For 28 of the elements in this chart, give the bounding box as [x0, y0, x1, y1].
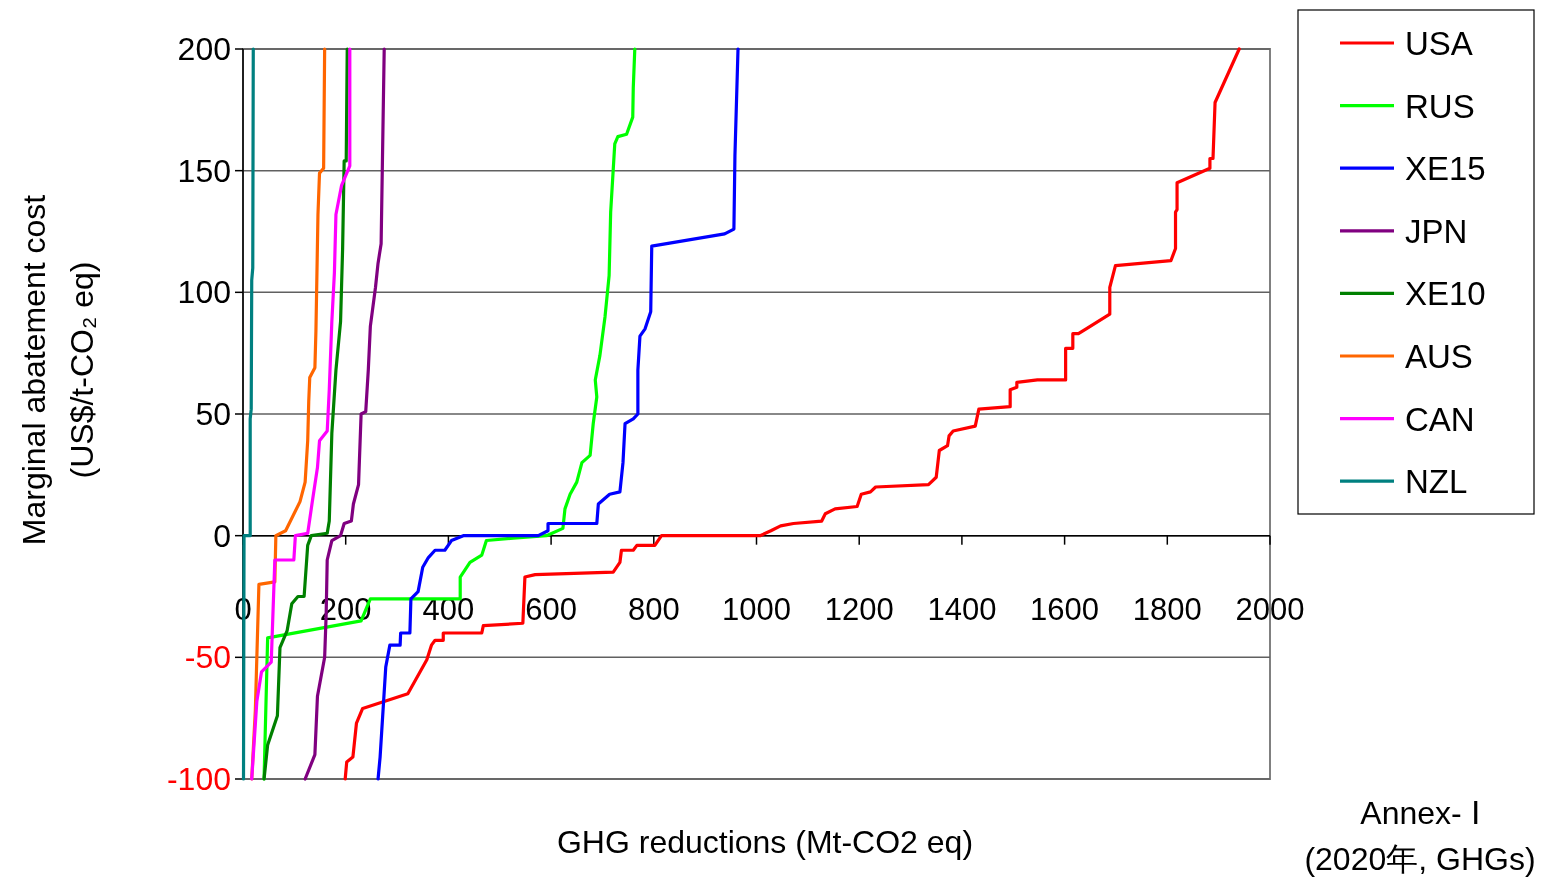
y-tick-label: 200 — [177, 31, 231, 67]
y-tick-label: 100 — [177, 274, 231, 311]
x-tick-label: 1400 — [927, 591, 997, 627]
text: (2020年, GHGs) — [1304, 841, 1536, 877]
legend-label: RUS — [1405, 87, 1475, 125]
y-axis-title: Marginal abatement cost (US$/t-CO₂ eq) — [16, 194, 100, 546]
legend-label: JPN — [1405, 212, 1468, 250]
y-tick-label: 50 — [195, 396, 231, 432]
x-tick-label: 2000 — [1235, 591, 1305, 627]
x-axis-title: GHG reductions (Mt-CO2 eq) — [556, 824, 974, 860]
line-series — [303, 47, 386, 781]
text: Annex- Ⅰ — [1360, 795, 1480, 831]
legend-label: XE15 — [1405, 150, 1486, 188]
legend-label: USA — [1405, 25, 1473, 62]
x-tick-label: 1000 — [722, 591, 791, 627]
legend-label: NZL — [1405, 463, 1468, 501]
y-tick-label: 0 — [213, 517, 231, 554]
x-tick-label: 800 — [627, 591, 680, 627]
legend-label: AUS — [1405, 338, 1473, 375]
x-tick-label: 600 — [525, 591, 577, 627]
x-tick-label: 1800 — [1132, 591, 1202, 627]
x-tick-label: 1600 — [1030, 591, 1100, 627]
legend-label: CAN — [1405, 400, 1475, 438]
y-tick-label: -100 — [166, 761, 231, 797]
y-tick-label: -50 — [184, 639, 231, 676]
legend-label: XE10 — [1405, 275, 1486, 313]
y-tick-label: 150 — [177, 152, 231, 189]
x-tick-label: 1200 — [824, 591, 894, 627]
